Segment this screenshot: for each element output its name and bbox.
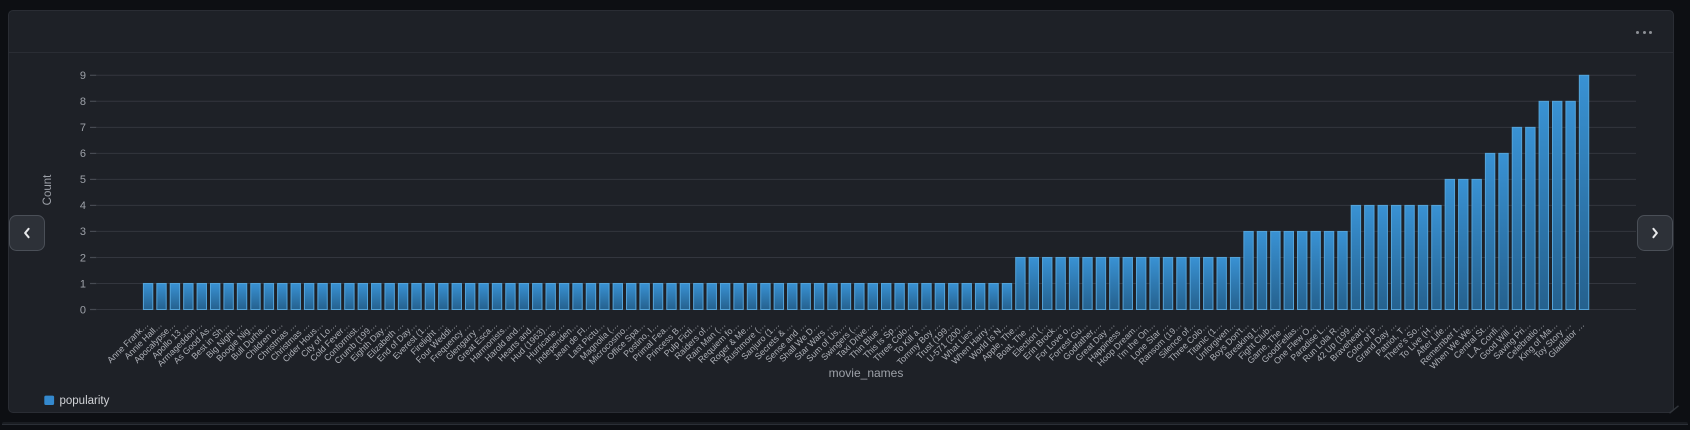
svg-text:Count: Count — [42, 174, 54, 205]
svg-text:2: 2 — [80, 252, 86, 264]
svg-text:6: 6 — [80, 148, 86, 160]
svg-text:7: 7 — [80, 122, 86, 134]
svg-text:8: 8 — [80, 96, 86, 108]
svg-text:1: 1 — [80, 278, 86, 290]
svg-text:popularity: popularity — [60, 395, 110, 407]
svg-text:movie_names: movie_names — [829, 366, 904, 380]
svg-text:5: 5 — [80, 174, 86, 186]
svg-text:9: 9 — [80, 70, 86, 82]
svg-text:3: 3 — [80, 226, 86, 238]
svg-text:4: 4 — [80, 200, 86, 212]
svg-text:0: 0 — [80, 304, 86, 316]
